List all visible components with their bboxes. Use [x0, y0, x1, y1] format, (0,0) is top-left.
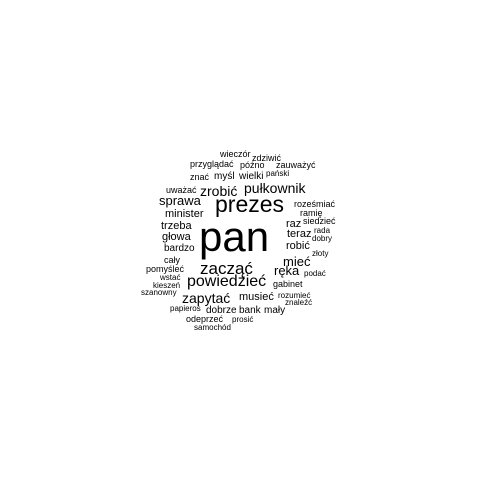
word-pulkownik: pułkownik — [244, 180, 306, 196]
word-pozno: późno — [240, 160, 265, 170]
word-zapytac: zapytać — [182, 290, 231, 306]
word-caly: cały — [164, 255, 181, 265]
word-raz: raz — [286, 218, 302, 230]
word-minister: minister — [165, 208, 204, 220]
word-dobrze: dobrze — [206, 305, 237, 316]
word-sprawa: sprawa — [159, 193, 201, 208]
word-gabinet: gabinet — [273, 279, 303, 289]
word-mysl: myśl — [214, 171, 235, 182]
word-powiedziec: powiedzieć — [187, 273, 267, 290]
word-siedziec: siedzieć — [303, 216, 336, 226]
word-samochod: samochód — [194, 323, 231, 332]
word-prosic: prosić — [232, 315, 254, 324]
word-zloty: złoty — [312, 249, 329, 258]
word-bank: bank — [239, 305, 261, 316]
word-prezes: prezes — [215, 191, 285, 217]
word-znalezc: znaleźć — [285, 298, 313, 307]
word-teraz: teraz — [287, 228, 312, 240]
word-bardzo: bardzo — [164, 243, 195, 254]
word-papieros: papieros — [170, 304, 201, 313]
word-glowa: głowa — [162, 231, 191, 243]
word-uwazac: uważać — [166, 185, 197, 195]
word-wstac: wstać — [160, 273, 181, 282]
word-pomyslec: pomyśleć — [146, 264, 185, 274]
word-miec: mieć — [283, 254, 311, 269]
word-ramie: ramię — [300, 208, 323, 218]
word-odeprzec: odeprzeć — [186, 314, 224, 324]
word-szanowny: szanowny — [141, 288, 177, 297]
word-wieczor: wieczór — [220, 149, 251, 159]
word-musiec: musieć — [239, 291, 274, 303]
word-zdziwic: zdziwić — [252, 153, 282, 163]
word-dobry: dobry — [312, 234, 333, 243]
word-zaczac: zacząć — [200, 259, 253, 278]
word-pan: pan — [199, 213, 270, 260]
word-panski: pański — [266, 169, 290, 178]
word-maly: mały — [264, 305, 286, 316]
word-robic: robić — [286, 240, 310, 252]
word-rozesmiac: roześmiać — [294, 199, 336, 209]
word-zrobic: zrobić — [200, 183, 238, 199]
word-kieszen: kieszeń — [153, 281, 181, 290]
word-trzeba: trzeba — [161, 220, 192, 232]
word-zauwazyc: zauważyć — [276, 160, 316, 170]
word-przygladac: przyglądać — [190, 159, 234, 169]
word-reka: ręka — [274, 263, 300, 278]
word-znac: znać — [190, 172, 210, 182]
word-podac: podać — [304, 269, 326, 278]
word-rada: rada — [314, 226, 331, 235]
word-rozumiec: rozumieć — [278, 291, 311, 300]
word-wielki: wielki — [239, 171, 264, 182]
